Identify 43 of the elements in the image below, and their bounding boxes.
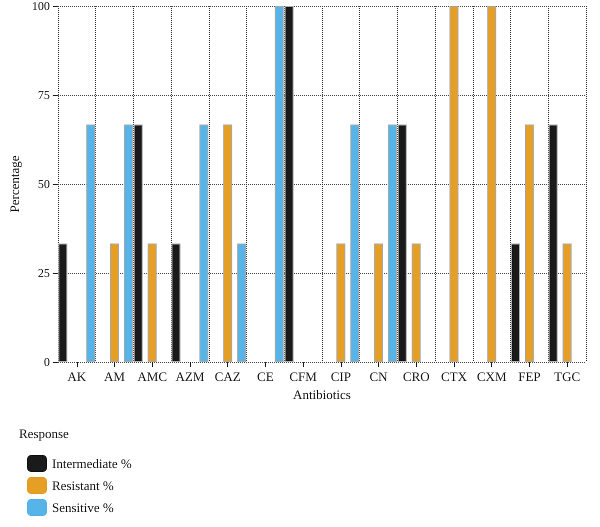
x-tick-label: CXM — [476, 369, 507, 384]
bar — [58, 243, 68, 362]
y-tick-label: 75 — [38, 88, 50, 102]
y-axis-title: Percentage — [7, 155, 22, 213]
bar — [223, 124, 232, 362]
x-tick-label: AMC — [137, 369, 168, 384]
x-tick-label: CTX — [440, 369, 468, 384]
x-tick-label: AK — [67, 369, 87, 384]
y-tick-label: 100 — [32, 0, 50, 13]
bar — [548, 124, 558, 362]
bar — [110, 243, 119, 362]
bar — [199, 124, 208, 362]
bar — [350, 124, 360, 362]
legend-label: Resistant % — [52, 478, 114, 493]
y-tick-label: 0 — [44, 355, 50, 369]
bar — [524, 124, 534, 362]
bar — [412, 243, 421, 362]
x-tick-label: TGC — [554, 369, 580, 384]
x-tick-label: CFM — [289, 369, 318, 384]
x-tick-label: CIP — [330, 369, 351, 384]
bar — [487, 6, 496, 362]
bar — [86, 124, 96, 362]
x-tick-label: CN — [370, 369, 388, 384]
y-tick-label: 50 — [38, 177, 50, 191]
legend-label: Intermediate % — [52, 456, 132, 471]
y-tick-label: 25 — [38, 266, 50, 280]
x-tick-label: AM — [104, 369, 126, 384]
bar — [562, 243, 572, 362]
bar — [336, 243, 346, 362]
bar — [449, 6, 458, 362]
bar — [237, 243, 246, 362]
x-tick-label: CAZ — [214, 369, 241, 384]
bar — [510, 243, 520, 362]
x-tick-label: FEP — [518, 369, 541, 384]
x-tick-label: CRO — [402, 369, 430, 384]
x-tick-label: CE — [257, 369, 274, 384]
legend-label: Sensitive % — [52, 500, 114, 515]
bar — [374, 243, 384, 362]
legend-title: Response — [19, 426, 70, 441]
bar — [148, 243, 157, 362]
x-tick-label: AZM — [175, 369, 205, 384]
x-axis-title: Antibiotics — [293, 386, 351, 402]
bar — [171, 243, 180, 362]
